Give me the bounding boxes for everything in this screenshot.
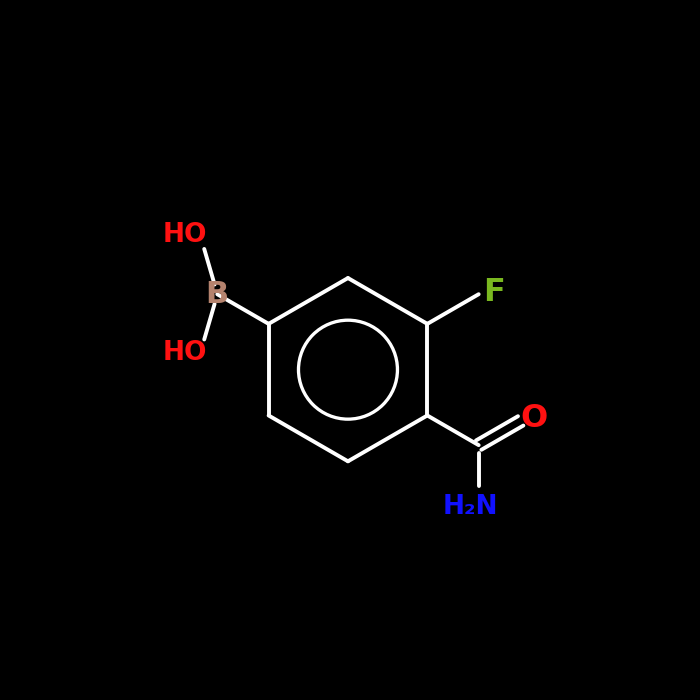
Text: O: O — [521, 402, 548, 434]
Text: HO: HO — [163, 223, 208, 248]
Text: HO: HO — [163, 340, 208, 366]
Text: F: F — [483, 277, 505, 308]
Text: B: B — [206, 280, 229, 309]
Text: H₂N: H₂N — [443, 494, 498, 520]
